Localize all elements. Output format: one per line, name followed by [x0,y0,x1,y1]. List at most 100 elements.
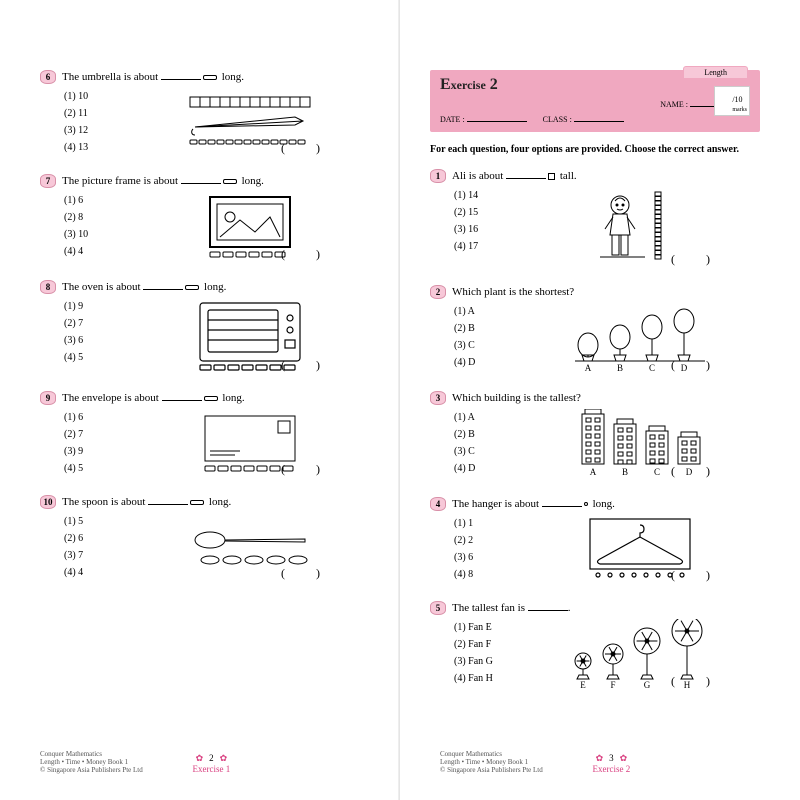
option-4[interactable]: (4) 8 [454,566,520,583]
option-3[interactable]: (3) C [454,443,520,460]
option-1[interactable]: (1) 9 [64,298,130,315]
answer-blank[interactable] [143,280,183,290]
question-number-badge: 3 [430,391,446,405]
option-1[interactable]: (1) 14 [454,187,520,204]
illustration [520,187,760,267]
answer-brackets[interactable]: ( ) [281,358,334,373]
answer-brackets[interactable]: ( ) [281,141,334,156]
option-2[interactable]: (2) 8 [64,209,130,226]
option-2[interactable]: (2) 2 [454,532,520,549]
option-3[interactable]: (3) C [454,337,520,354]
option-2[interactable]: (2) 15 [454,204,520,221]
option-4[interactable]: (4) 4 [64,564,130,581]
date-field[interactable] [467,121,527,122]
illustration [130,409,370,477]
option-3[interactable]: (3) Fan G [454,653,520,670]
svg-text:A: A [590,467,597,477]
option-1[interactable]: (1) A [454,409,520,426]
instruction: For each question, four options are prov… [430,144,760,155]
answer-brackets[interactable]: ( ) [671,464,724,479]
option-1[interactable]: (1) A [454,303,520,320]
answer-brackets[interactable]: ( ) [281,247,334,262]
class-label: CLASS : [543,115,572,124]
option-1[interactable]: (1) 6 [64,192,130,209]
exercise-header: Length Exercise Exercise 22 NAME : DATE … [430,70,760,132]
question-text: The picture frame is about long. [62,174,264,187]
option-4[interactable]: (4) 4 [64,243,130,260]
book-title: Conquer Mathematics [40,750,143,758]
illustration [130,88,370,156]
question-1: 1 Ali is about tall. (1) 14(2) 15(3) 16(… [430,169,760,267]
illustration: EFGH [520,619,760,689]
question-3: 3 Which building is the tallest? (1) A(2… [430,391,760,479]
svg-text:A: A [585,363,592,373]
options-list: (1) A(2) B(3) C(4) D [430,409,520,479]
option-3[interactable]: (3) 16 [454,221,520,238]
answer-blank[interactable] [528,601,568,611]
question-4: 4 The hanger is about long. (1) 1(2) 2(3… [430,497,760,583]
option-2[interactable]: (2) B [454,426,520,443]
option-1[interactable]: (1) Fan E [454,619,520,636]
cube-icon [548,173,555,180]
option-3[interactable]: (3) 7 [64,547,130,564]
option-2[interactable]: (2) 7 [64,426,130,443]
option-2[interactable]: (2) 6 [64,530,130,547]
options-list: (1) Fan E(2) Fan F(3) Fan G(4) Fan H [430,619,520,689]
left-footer: Conquer Mathematics Length • Time • Mone… [40,750,360,774]
class-field[interactable] [574,121,624,122]
answer-brackets[interactable]: ( ) [671,568,724,583]
answer-brackets[interactable]: ( ) [671,358,724,373]
illustration [130,513,370,581]
paperclip-icon [223,179,237,184]
option-3[interactable]: (3) 9 [64,443,130,460]
option-4[interactable]: (4) 17 [454,238,520,255]
right-page: Length Exercise Exercise 22 NAME : DATE … [400,0,800,800]
question-number-badge: 1 [430,169,446,183]
options-list: (1) 1(2) 2(3) 6(4) 8 [430,515,520,583]
option-4[interactable]: (4) D [454,354,520,371]
answer-blank[interactable] [161,70,201,80]
svg-text:G: G [644,680,651,689]
option-3[interactable]: (3) 10 [64,226,130,243]
marks-box: /10marks [714,86,750,116]
option-4[interactable]: (4) D [454,460,520,477]
question-text: The umbrella is about long. [62,70,244,83]
option-3[interactable]: (3) 6 [454,549,520,566]
date-label: DATE : [440,115,465,124]
answer-brackets[interactable]: ( ) [281,462,334,477]
option-1[interactable]: (1) 5 [64,513,130,530]
question-5: 5 The tallest fan is . (1) Fan E(2) Fan … [430,601,760,689]
question-number-badge: 4 [430,497,446,511]
options-list: (1) 5(2) 6(3) 7(4) 4 [40,513,130,581]
answer-blank[interactable] [148,495,188,505]
option-2[interactable]: (2) 7 [64,315,130,332]
question-number-badge: 5 [430,601,446,615]
answer-blank[interactable] [542,497,582,507]
paperclip-icon [190,500,204,505]
question-text: The oven is about long. [62,280,226,293]
option-1[interactable]: (1) 10 [64,88,130,105]
option-4[interactable]: (4) 5 [64,460,130,477]
exercise-title: Exercise Exercise 22 [440,76,750,94]
answer-blank[interactable] [506,169,546,179]
option-2[interactable]: (2) B [454,320,520,337]
option-3[interactable]: (3) 12 [64,122,130,139]
illustration: ABCD [520,303,760,373]
option-2[interactable]: (2) Fan F [454,636,520,653]
option-3[interactable]: (3) 6 [64,332,130,349]
option-4[interactable]: (4) Fan H [454,670,520,687]
question-number-badge: 8 [40,280,56,294]
option-4[interactable]: (4) 5 [64,349,130,366]
option-2[interactable]: (2) 11 [64,105,130,122]
answer-brackets[interactable]: ( ) [671,674,724,689]
question-text: Which building is the tallest? [452,392,581,404]
answer-brackets[interactable]: ( ) [671,252,724,267]
option-1[interactable]: (1) 1 [454,515,520,532]
answer-blank[interactable] [181,174,221,184]
answer-blank[interactable] [162,391,202,401]
option-1[interactable]: (1) 6 [64,409,130,426]
svg-text:B: B [617,363,623,373]
option-4[interactable]: (4) 13 [64,139,130,156]
answer-brackets[interactable]: ( ) [281,566,334,581]
name-label: NAME : [660,100,688,109]
